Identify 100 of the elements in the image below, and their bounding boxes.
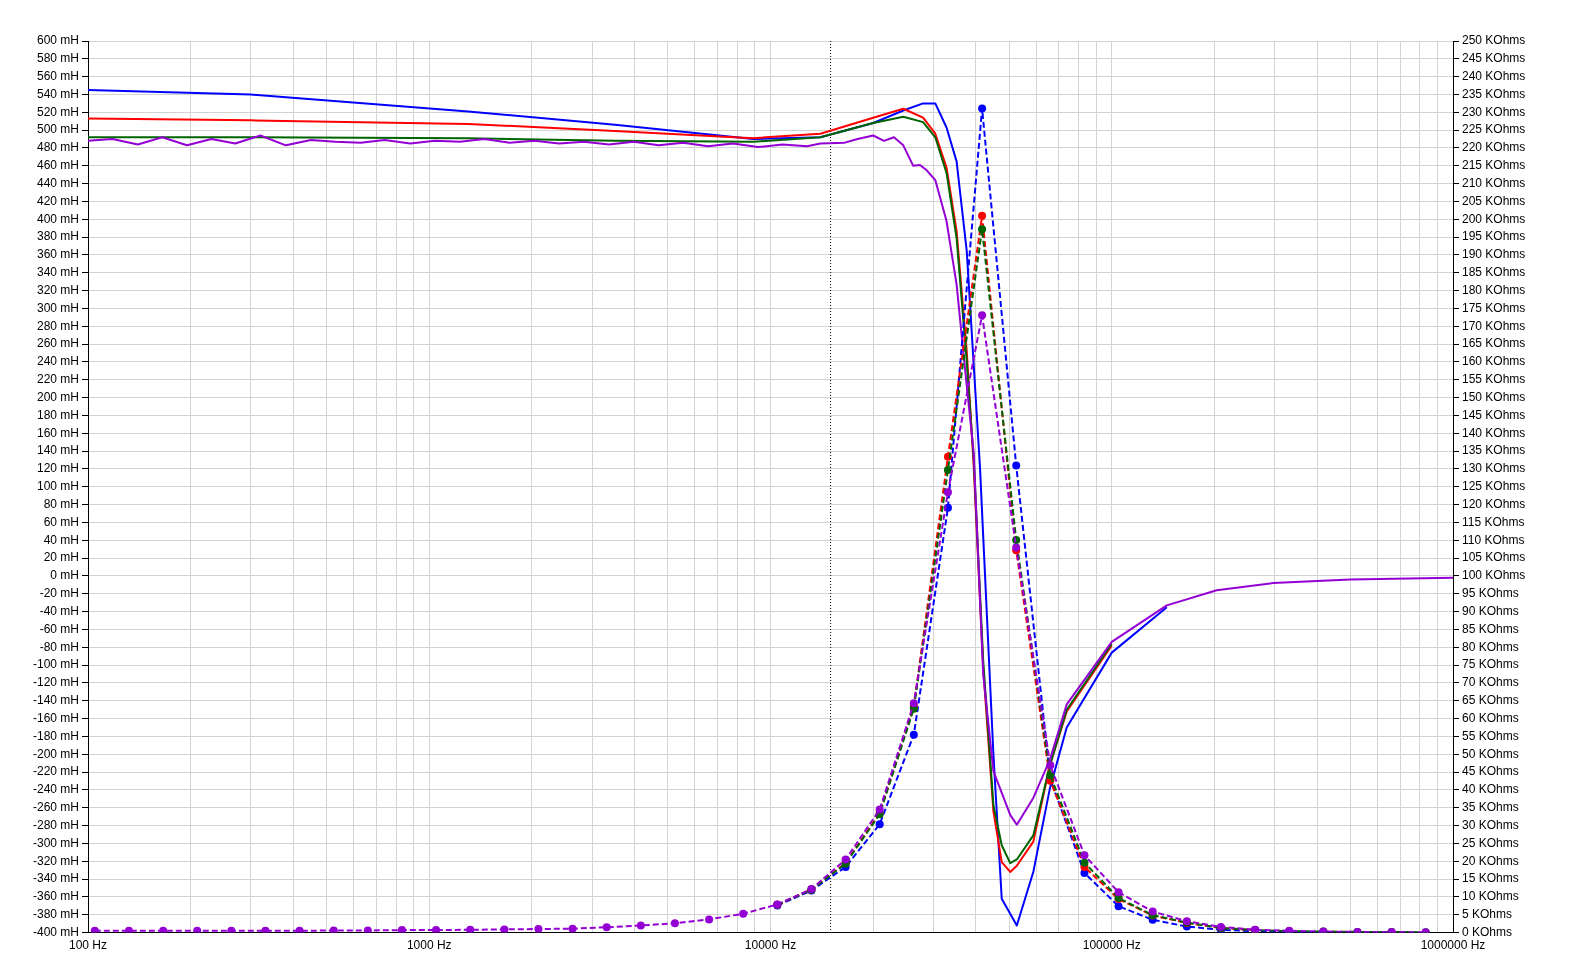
point <box>397 926 406 933</box>
y-tick-label: -60 mH <box>39 621 79 636</box>
point <box>227 926 236 933</box>
y-tick-label: -320 mH <box>32 853 79 868</box>
y2-tick-label: 200 KOhms <box>1462 211 1526 226</box>
point <box>1148 907 1157 916</box>
y-tick-label: -340 mH <box>32 871 79 886</box>
point <box>943 466 952 475</box>
y2-tick-label: 45 KOhms <box>1462 764 1519 779</box>
y2-tick-label: 5 KOhms <box>1462 907 1513 922</box>
y-tick-label: -100 mH <box>32 657 79 672</box>
y-tick-label: 540 mH <box>36 86 79 101</box>
point <box>739 909 748 918</box>
y2-tick-label: 185 KOhms <box>1462 265 1526 280</box>
y-tick-label: 240 mH <box>36 354 79 369</box>
x-tick-label: 100 Hz <box>68 938 108 953</box>
y-tick-label: 0 mH <box>50 568 79 583</box>
y2-tick-label: 210 KOhms <box>1462 175 1526 190</box>
y-tick-label: -140 mH <box>32 693 79 708</box>
point <box>705 915 714 924</box>
y2-tick-label: 115 KOhms <box>1462 514 1525 529</box>
y2-tick-label: 60 KOhms <box>1462 710 1519 725</box>
y2-tick-label: 15 KOhms <box>1462 871 1519 886</box>
y2-tick-label: 165 KOhms <box>1462 336 1526 351</box>
point <box>329 926 338 933</box>
y2-tick-label: 35 KOhms <box>1462 800 1519 815</box>
y2-tick-label: 105 KOhms <box>1462 550 1526 565</box>
y2-tick-label: 10 KOhms <box>1462 889 1519 904</box>
y-tick-label: 500 mH <box>36 122 79 137</box>
point <box>534 925 543 933</box>
x-tick-label: 10000 Hz <box>744 938 797 953</box>
point <box>500 925 509 933</box>
y2-tick-label: 205 KOhms <box>1462 193 1526 208</box>
y2-tick-label: 50 KOhms <box>1462 746 1519 761</box>
y-tick-label: -40 mH <box>39 603 79 618</box>
y-tick-label: 20 mH <box>43 550 79 565</box>
point <box>978 311 987 320</box>
y-tick-label: 120 mH <box>36 461 79 476</box>
point <box>1080 858 1089 867</box>
y2-tick-label: 95 KOhms <box>1462 586 1519 601</box>
point <box>1114 888 1123 897</box>
y2-tick-label: 80 KOhms <box>1462 639 1519 654</box>
y2-tick-label: 150 KOhms <box>1462 389 1526 404</box>
y2-tick-label: 20 KOhms <box>1462 853 1519 868</box>
y-tick-label: -260 mH <box>32 800 79 815</box>
y-tick-label: 160 mH <box>36 425 79 440</box>
y2-tick-label: 235 KOhms <box>1462 86 1526 101</box>
y-tick-label: -300 mH <box>32 835 79 850</box>
y2-tick-label: 70 KOhms <box>1462 675 1519 690</box>
y-tick-label: -180 mH <box>32 728 79 743</box>
point <box>1046 771 1055 780</box>
point <box>1080 851 1089 860</box>
y2-tick-label: 130 KOhms <box>1462 461 1526 476</box>
y-tick-label: -80 mH <box>39 639 79 654</box>
y2-tick-label: 175 KOhms <box>1462 300 1526 315</box>
y-tick-label: 80 mH <box>43 496 79 511</box>
y2-tick-label: 85 KOhms <box>1462 621 1519 636</box>
y-tick-label: 100 mH <box>36 479 79 494</box>
y-tick-label: -20 mH <box>39 586 79 601</box>
y2-tick-label: 90 KOhms <box>1462 603 1519 618</box>
y-tick-label: 600 mH <box>36 33 79 48</box>
y2-tick-label: 110 KOhms <box>1462 532 1525 547</box>
y2-tick-label: 220 KOhms <box>1462 140 1526 155</box>
point <box>875 805 884 814</box>
y-tick-label: 460 mH <box>36 158 79 173</box>
y2-tick-label: 195 KOhms <box>1462 229 1526 244</box>
y-tick-label: 320 mH <box>36 282 79 297</box>
y-tick-label: -200 mH <box>32 746 79 761</box>
point <box>124 926 133 933</box>
point <box>943 488 952 497</box>
point <box>841 855 850 864</box>
y-tick-label: -380 mH <box>32 907 79 922</box>
y-tick-label: 260 mH <box>36 336 79 351</box>
y-tick-label: 40 mH <box>43 532 79 547</box>
y-tick-label: 300 mH <box>36 300 79 315</box>
point <box>568 924 577 933</box>
y2-tick-label: 230 KOhms <box>1462 104 1526 119</box>
y-tick-label: -240 mH <box>32 782 79 797</box>
y-tick-label: -160 mH <box>32 710 79 725</box>
y-tick-label: 520 mH <box>36 104 79 119</box>
y2-tick-label: 180 KOhms <box>1462 282 1526 297</box>
y2-tick-label: 30 KOhms <box>1462 817 1519 832</box>
y2-tick-label: 25 KOhms <box>1462 835 1519 850</box>
y-tick-label: 340 mH <box>36 265 79 280</box>
point <box>602 923 611 932</box>
y-tick-label: 380 mH <box>36 229 79 244</box>
point <box>670 919 679 928</box>
y-tick-label: -220 mH <box>32 764 79 779</box>
y-tick-label: 200 mH <box>36 389 79 404</box>
y2-tick-label: 75 KOhms <box>1462 657 1519 672</box>
y-tick-label: 280 mH <box>36 318 79 333</box>
y-tick-label: -360 mH <box>32 889 79 904</box>
y-tick-label: 220 mH <box>36 372 79 387</box>
y-tick-label: 60 mH <box>43 514 79 529</box>
point <box>978 225 987 234</box>
y2-tick-label: 190 KOhms <box>1462 247 1526 262</box>
y-tick-label: 580 mH <box>36 51 79 66</box>
y2-tick-label: 55 KOhms <box>1462 728 1519 743</box>
point <box>1046 761 1055 770</box>
point <box>363 926 372 933</box>
